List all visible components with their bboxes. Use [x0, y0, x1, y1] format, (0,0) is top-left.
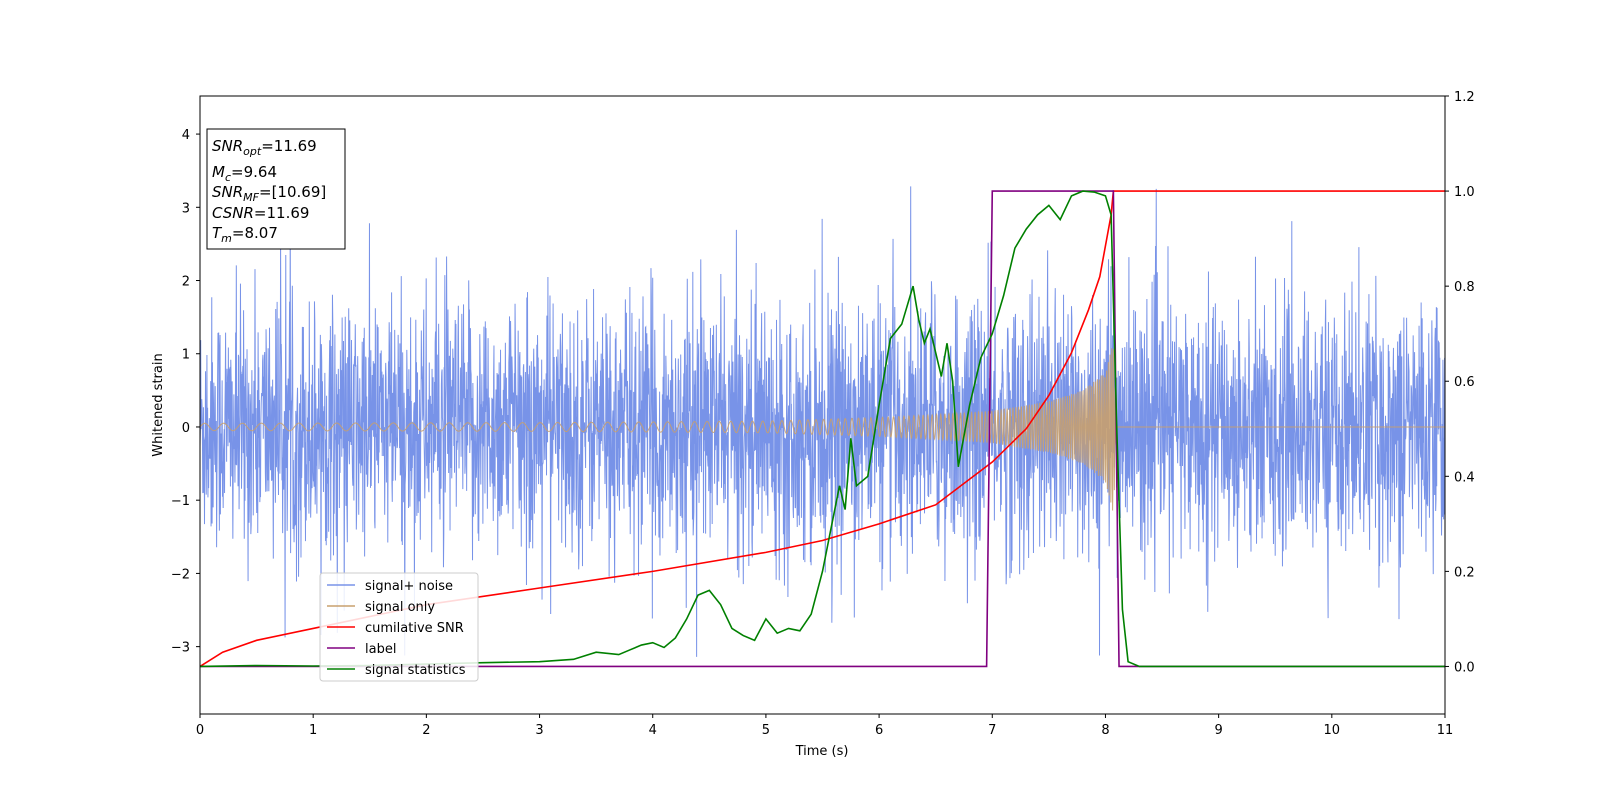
y-left-tick-label: 4 — [182, 128, 190, 143]
info-tm-sub: m — [221, 232, 232, 245]
y-left-tick-label: 0 — [182, 421, 190, 436]
signal-statistics-series — [199, 190, 1445, 668]
info-tm-base: T — [212, 224, 223, 242]
x-tick-label: 6 — [875, 723, 883, 738]
y-right-tick-label: 1.2 — [1454, 90, 1475, 105]
legend-label-signal-statistics: signal statistics — [365, 663, 466, 678]
signal-only-line — [199, 348, 1445, 511]
y-right-tick-label: 0.0 — [1454, 660, 1475, 675]
y-left-tick-label: 2 — [182, 275, 190, 290]
y-left-tick-label: −3 — [171, 641, 190, 656]
info-snr-mf-base: SNR — [212, 183, 243, 201]
y-axis-left: −3 −2 −1 0 1 2 3 4 — [171, 128, 200, 656]
x-tick-label: 10 — [1324, 723, 1341, 738]
x-tick-label: 5 — [762, 723, 770, 738]
x-tick-label: 11 — [1437, 723, 1454, 738]
info-snr-opt-value: =11.69 — [261, 137, 317, 155]
info-box-frame — [206, 128, 346, 250]
legend-frame — [319, 572, 479, 682]
y-left-tick-label: 3 — [182, 201, 190, 216]
legend-label-signal-only: signal only — [365, 600, 435, 615]
x-tick-label: 0 — [196, 723, 204, 738]
y-right-tick-label: 1.0 — [1454, 185, 1475, 200]
signal-noise-series — [199, 186, 1446, 657]
x-tick-label: 3 — [535, 723, 543, 738]
signal-noise-line — [199, 186, 1446, 657]
x-tick-label: 9 — [1214, 723, 1222, 738]
info-csnr-value: =11.69 — [254, 204, 310, 222]
info-mc-base: M — [212, 163, 225, 181]
x-tick-label: 8 — [1101, 723, 1109, 738]
x-axis-label: Time (s) — [795, 744, 849, 759]
info-snr-mf: SNRMF=[10.69] — [212, 183, 326, 204]
x-tick-label: 2 — [422, 723, 430, 738]
y-right-tick-label: 0.4 — [1454, 470, 1475, 485]
legend: signal+ noise signal only cumilative SNR… — [319, 572, 479, 682]
info-snr-opt-sub: opt — [243, 145, 262, 158]
info-csnr: CSNR=11.69 — [212, 204, 309, 222]
info-snr-mf-sub: MF — [243, 191, 259, 204]
y-right-tick-label: 0.2 — [1454, 565, 1475, 580]
info-mc-sub: c — [225, 171, 231, 184]
info-box: SNRopt=11.69 Mc=9.64 SNRMF=[10.69] CSNR=… — [206, 128, 346, 250]
info-csnr-base: CSNR — [212, 204, 254, 222]
y-axis-right: 0.0 0.2 0.4 0.6 0.8 1.0 1.2 — [1445, 90, 1475, 675]
legend-label-cumulative-snr: cumilative SNR — [365, 621, 464, 636]
y-axis-label: Whitened strain — [151, 353, 166, 456]
y-left-tick-label: −2 — [171, 567, 190, 582]
x-tick-label: 1 — [309, 723, 317, 738]
y-left-tick-label: −1 — [171, 494, 190, 509]
y-left-tick-label: 1 — [182, 348, 190, 363]
y-right-tick-label: 0.6 — [1454, 375, 1475, 390]
info-snr-mf-value: =[10.69] — [259, 183, 326, 201]
info-mc-value: =9.64 — [231, 163, 277, 181]
signal-only-series — [199, 348, 1445, 511]
x-axis: 0 1 2 3 4 5 6 7 8 9 10 11 — [196, 714, 1453, 738]
info-snr-opt: SNRopt=11.69 — [212, 137, 317, 158]
plot-frame — [199, 95, 1446, 715]
info-mc: Mc=9.64 — [212, 163, 277, 184]
x-tick-label: 7 — [988, 723, 996, 738]
x-tick-label: 4 — [649, 723, 657, 738]
legend-label-label: label — [365, 642, 396, 657]
info-snr-opt-base: SNR — [212, 137, 243, 155]
signal-statistics-line — [199, 190, 1445, 668]
info-tm: Tm=8.07 — [212, 224, 278, 245]
legend-label-signal-noise: signal+ noise — [365, 579, 453, 594]
y-right-tick-label: 0.8 — [1454, 280, 1475, 295]
info-tm-value: =8.07 — [232, 224, 278, 242]
